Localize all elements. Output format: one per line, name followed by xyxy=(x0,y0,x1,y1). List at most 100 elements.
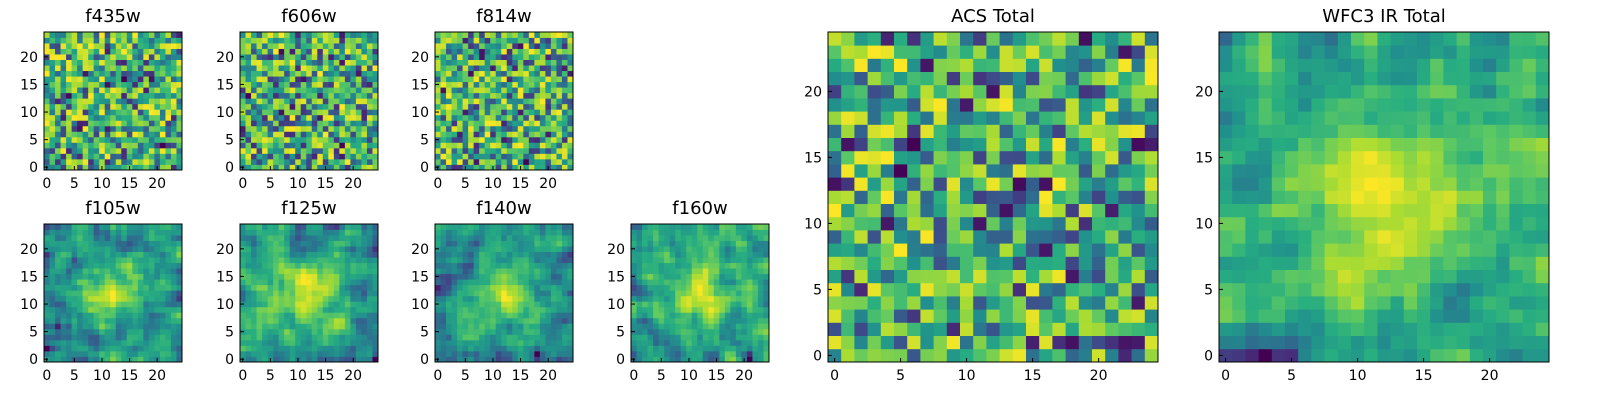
heatmap-cell xyxy=(746,356,753,363)
heatmap-cell xyxy=(71,158,78,165)
heatmap-cell xyxy=(372,92,379,99)
heatmap-cell xyxy=(154,147,161,154)
heatmap-cell xyxy=(933,203,948,218)
heatmap-cell xyxy=(366,70,373,77)
heatmap-cell xyxy=(528,356,535,363)
heatmap-cell xyxy=(867,296,882,310)
heatmap-cell xyxy=(457,147,463,154)
heatmap-cell xyxy=(642,356,648,363)
heatmap-cell xyxy=(77,224,84,230)
heatmap-cell xyxy=(306,312,313,319)
heatmap-cell xyxy=(556,114,563,121)
heatmap-cell xyxy=(435,158,441,165)
heatmap-cell xyxy=(960,203,974,218)
heatmap-cell xyxy=(550,131,557,138)
heatmap-cell xyxy=(60,323,67,330)
heatmap-cell xyxy=(132,125,139,132)
heatmap-cell xyxy=(311,240,318,247)
heatmap-cell xyxy=(295,295,302,302)
heatmap-cell xyxy=(251,312,257,319)
heatmap-cell xyxy=(44,120,50,127)
heatmap-cell xyxy=(344,262,351,269)
heatmap-cell xyxy=(1144,296,1159,310)
heatmap-cell xyxy=(361,81,368,88)
heatmap-cell xyxy=(468,306,475,313)
heatmap-cell xyxy=(273,43,280,49)
heatmap-cell xyxy=(658,323,665,330)
heatmap-cell xyxy=(361,125,368,132)
heatmap-cell xyxy=(170,142,177,149)
heatmap-cell xyxy=(556,273,563,280)
heatmap-cell xyxy=(245,87,252,94)
heatmap-cell xyxy=(284,70,291,77)
heatmap-cell xyxy=(435,59,441,66)
heatmap-cell xyxy=(240,317,246,324)
heatmap-cell xyxy=(1039,322,1053,336)
heatmap-cell xyxy=(55,59,61,66)
heatmap-cell xyxy=(495,43,502,49)
heatmap-cell xyxy=(372,98,379,105)
heatmap-cell xyxy=(77,158,84,165)
heatmap-cell xyxy=(143,251,150,258)
y-tick-label: 20 xyxy=(20,50,38,66)
heatmap-cell xyxy=(278,284,285,291)
heatmap-cell xyxy=(523,98,530,105)
heatmap-cell xyxy=(986,243,1000,257)
heatmap-cell xyxy=(245,136,252,143)
heatmap-cell xyxy=(306,32,313,38)
heatmap-cell xyxy=(495,356,502,363)
heatmap-cell xyxy=(550,356,557,363)
heatmap-cell xyxy=(462,306,469,313)
heatmap-cell xyxy=(539,158,546,165)
heatmap-cell xyxy=(567,350,574,357)
heatmap-cell xyxy=(451,43,458,49)
heatmap-cell xyxy=(251,120,257,127)
heatmap-cell xyxy=(176,334,183,341)
heatmap-cell xyxy=(143,273,150,280)
heatmap-cell xyxy=(93,334,100,341)
heatmap-cell xyxy=(539,109,546,116)
heatmap-cells xyxy=(435,224,574,363)
heatmap-cell xyxy=(697,273,704,280)
heatmap-cell xyxy=(306,114,313,121)
heatmap-cell xyxy=(512,70,519,77)
heatmap-cell xyxy=(907,269,921,284)
heatmap-cell xyxy=(339,125,346,132)
heatmap-cell xyxy=(339,339,346,346)
y-tick-label: 15 xyxy=(216,77,234,93)
heatmap-cell xyxy=(446,279,452,286)
heatmap-cell xyxy=(631,229,637,236)
heatmap-cell xyxy=(366,295,373,302)
heatmap-cell xyxy=(262,76,268,83)
heatmap-cell xyxy=(986,216,1000,231)
heatmap-cell xyxy=(523,334,530,341)
heatmap-cell xyxy=(561,153,568,160)
heatmap-cell xyxy=(501,147,508,154)
heatmap-cell xyxy=(143,345,150,352)
heatmap-cell xyxy=(451,312,458,319)
heatmap-cell xyxy=(484,229,491,236)
heatmap-cell xyxy=(1039,335,1053,350)
heatmap-cell xyxy=(165,147,172,154)
heatmap-cell xyxy=(317,229,324,236)
heatmap-cell xyxy=(137,262,144,269)
heatmap-cell xyxy=(339,356,346,363)
heatmap-cell xyxy=(115,323,122,330)
heatmap-cell xyxy=(344,87,351,94)
heatmap-cell xyxy=(495,339,502,346)
heatmap-cell xyxy=(946,282,961,297)
heatmap-cell xyxy=(170,284,177,291)
heatmap-cell xyxy=(93,284,100,291)
heatmap-cell xyxy=(642,279,648,286)
heatmap-cell xyxy=(468,229,475,236)
heatmap-cell xyxy=(702,350,709,357)
heatmap-cell xyxy=(730,334,737,341)
heatmap-cell xyxy=(256,114,263,121)
heatmap-cell xyxy=(273,317,280,324)
heatmap-cell xyxy=(99,98,106,105)
heatmap-cell xyxy=(746,257,753,264)
heatmap-cell xyxy=(300,109,307,116)
heatmap-cell xyxy=(284,37,291,44)
heatmap-cell xyxy=(333,109,340,116)
heatmap-cell xyxy=(880,282,895,297)
